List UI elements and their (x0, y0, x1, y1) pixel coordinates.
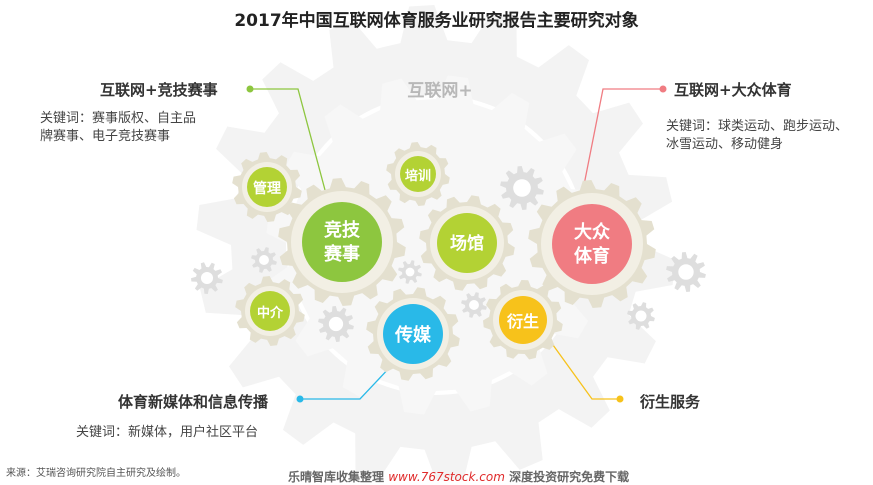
connector-media (300, 364, 393, 400)
callout-mass-sports-keywords-1: 关键词：球类运动、跑步运动、 (666, 119, 849, 134)
small-gear-hole-2 (200, 271, 214, 285)
small-gear-hole-3 (259, 255, 269, 265)
page-title: 2017年中国互联网体育服务业研究报告主要研究对象 (234, 11, 639, 31)
gear-dazhong-line1: 大众 (574, 221, 610, 243)
callout-esports-keywords-1: 关键词：赛事版权、自主品 (40, 111, 197, 126)
gear-chuanmei-core (383, 304, 443, 364)
small-gear-hole-7 (678, 264, 694, 280)
gear-yansheng-core (499, 296, 547, 344)
callout-esports-title: 互联网+竞技赛事 (100, 81, 218, 99)
connector-derivative-dot (616, 395, 624, 403)
connector-esports (250, 88, 326, 191)
callout-media-keywords: 关键词：新媒体，用户社区平台 (76, 425, 259, 440)
grey-small-gears (191, 166, 706, 342)
connector-esports-dot (246, 85, 254, 93)
small-gear-hole-4 (405, 267, 415, 277)
center-label: 互联网+ (407, 81, 472, 101)
connector-media-dot (296, 395, 304, 403)
gear-dazhong-tiyu-core (552, 204, 632, 284)
gear-dazhong-line2: 体育 (574, 245, 610, 267)
small-gear-hole-1 (513, 179, 531, 197)
gear-chuanmei: 传媒 (394, 324, 432, 346)
footer-left: 乐晴智库收集整理 (288, 470, 385, 484)
gear-zhongjie-core (250, 291, 290, 331)
connector-mass-sports-dot (659, 85, 667, 93)
callout-mass-sports-keywords-2: 冰雪运动、移动健身 (666, 137, 784, 152)
footer-right: 深度投资研究免费下载 (509, 470, 630, 484)
gear-jingji-line1: 竞技 (324, 219, 361, 241)
connector-mass-sports (583, 88, 663, 186)
gear-peixun-core (400, 156, 436, 192)
callout-mass-sports-title: 互联网+大众体育 (674, 81, 792, 99)
small-gear-hole-6 (469, 300, 479, 310)
gear-changguan-core (437, 213, 497, 273)
callout-lines (246, 85, 667, 403)
source-note: 来源：艾瑞咨询研究院自主研究及绘制。 (6, 468, 186, 479)
gear-guanli-core (247, 167, 287, 207)
colored-gears (232, 142, 656, 381)
gear-changguan: 场馆 (450, 233, 484, 254)
small-gear-hole-5 (328, 316, 344, 332)
gear-jingji-line2: 赛事 (323, 243, 360, 265)
callout-media-title: 体育新媒体和信息传播 (118, 393, 269, 411)
gear-yansheng: 衍生 (506, 312, 539, 331)
callout-esports-keywords-2: 牌赛事、电子竞技赛事 (40, 129, 171, 144)
small-gear-hole-8 (635, 310, 647, 322)
gear-peixun: 培训 (405, 168, 431, 184)
connector-derivative (552, 344, 620, 400)
callout-derivative-title: 衍生服务 (640, 393, 701, 411)
gear-guanli: 管理 (253, 180, 281, 197)
footer-url: www.767stock.com (388, 470, 505, 484)
gear-jingji-saishi-core (302, 202, 382, 282)
gear-zhongjie: 中介 (257, 305, 284, 321)
footer-watermark: 乐晴智库收集整理 www.767stock.com 深度投资研究免费下载 (288, 468, 629, 485)
